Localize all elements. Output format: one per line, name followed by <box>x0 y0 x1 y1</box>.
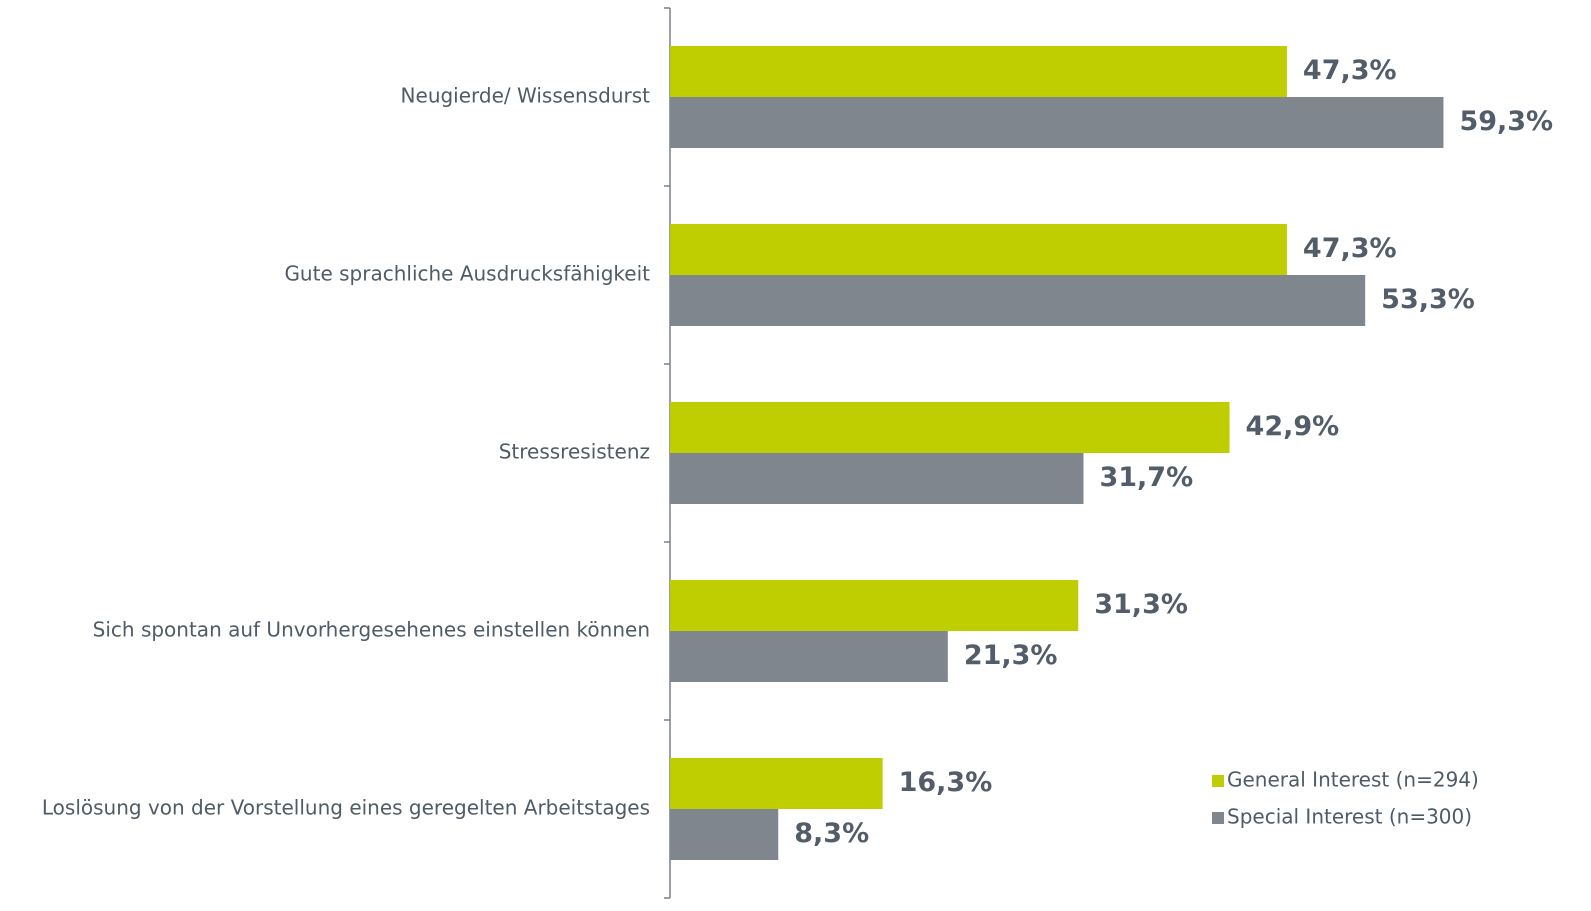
category-label: Neugierde/ Wissensdurst <box>401 84 651 108</box>
category-label: Gute sprachliche Ausdrucksfähigkeit <box>284 262 650 286</box>
value-label: 31,3% <box>1094 589 1188 620</box>
bar <box>670 97 1444 148</box>
value-label: 16,3% <box>899 767 993 798</box>
bar <box>670 580 1079 631</box>
value-label: 47,3% <box>1303 233 1397 264</box>
value-label: 21,3% <box>964 640 1058 671</box>
value-label: 31,7% <box>1099 462 1193 493</box>
bar <box>670 453 1084 504</box>
bar <box>670 758 883 809</box>
legend-label: General Interest (n=294) <box>1227 768 1479 792</box>
bar <box>670 46 1287 97</box>
category-label: Sich spontan auf Unvorhergesehenes einst… <box>93 618 650 642</box>
bar <box>670 224 1287 275</box>
category-label: Stressresistenz <box>499 440 650 464</box>
bar <box>670 631 948 682</box>
bar <box>670 809 779 860</box>
legend-swatch <box>1212 775 1224 787</box>
value-label: 47,3% <box>1303 55 1397 86</box>
category-label: Loslösung von der Vorstellung eines gere… <box>42 796 650 820</box>
legend-label: Special Interest (n=300) <box>1227 805 1472 829</box>
bar <box>670 402 1230 453</box>
value-label: 59,3% <box>1459 106 1553 137</box>
value-label: 53,3% <box>1381 284 1475 315</box>
legend-swatch <box>1212 812 1224 824</box>
bar <box>670 275 1366 326</box>
value-label: 42,9% <box>1246 411 1340 442</box>
value-label: 8,3% <box>794 818 869 849</box>
